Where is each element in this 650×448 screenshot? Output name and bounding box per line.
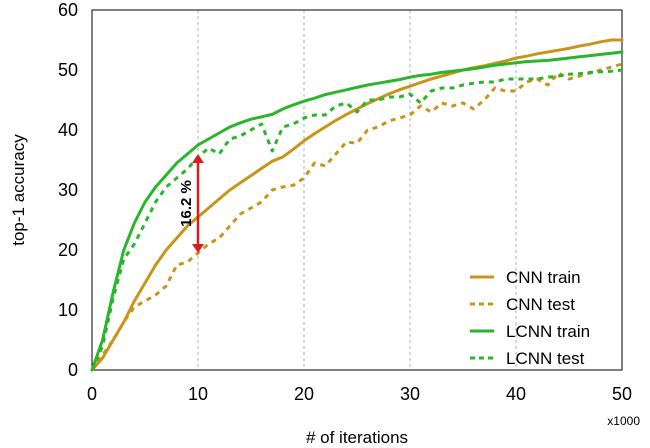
y-tick-label: 0 bbox=[68, 360, 78, 380]
x-tick-label: 30 bbox=[400, 384, 420, 404]
series-line-lcnn-test bbox=[90, 68, 623, 371]
x-tick-label: 10 bbox=[188, 384, 208, 404]
legend-label: CNN train bbox=[506, 268, 581, 287]
annotation-arrow-head-top bbox=[192, 154, 204, 163]
series-line-cnn-train bbox=[90, 38, 624, 372]
series-layer bbox=[90, 38, 624, 372]
plot-frame bbox=[91, 9, 623, 371]
x-tick-label: 50 bbox=[612, 384, 632, 404]
y-tick-label: 20 bbox=[58, 240, 78, 260]
x-tick-label: 0 bbox=[87, 384, 97, 404]
y-tick-label: 10 bbox=[58, 300, 78, 320]
legend-label: CNN test bbox=[506, 295, 575, 314]
x-tick-label: 40 bbox=[506, 384, 526, 404]
grid bbox=[197, 10, 517, 370]
legend-label: LCNN test bbox=[506, 349, 585, 368]
annotation: 16.2 % bbox=[178, 154, 204, 253]
y-axis-label: top-1 accuracy bbox=[9, 134, 28, 246]
y-tick-label: 40 bbox=[58, 120, 78, 140]
y-tick-label: 60 bbox=[58, 0, 78, 20]
annotation-label: 16.2 % bbox=[178, 180, 195, 227]
series-line-lcnn-train bbox=[90, 50, 624, 372]
annotation-arrow-head-bottom bbox=[192, 244, 204, 253]
y-tick-label: 30 bbox=[58, 180, 78, 200]
series-line-cnn-test bbox=[90, 62, 623, 371]
y-tick-label: 50 bbox=[58, 60, 78, 80]
legend-label: LCNN train bbox=[506, 322, 590, 341]
x-tick-label: 20 bbox=[294, 384, 314, 404]
x-multiplier-label: x1000 bbox=[607, 414, 640, 428]
legend: CNN train CNN test LCNN train LCNN test bbox=[470, 268, 590, 368]
x-axis-label: # of iterations bbox=[306, 428, 408, 447]
ticks: 0 10 20 30 40 50 0 10 20 30 40 50 60 bbox=[58, 0, 632, 404]
